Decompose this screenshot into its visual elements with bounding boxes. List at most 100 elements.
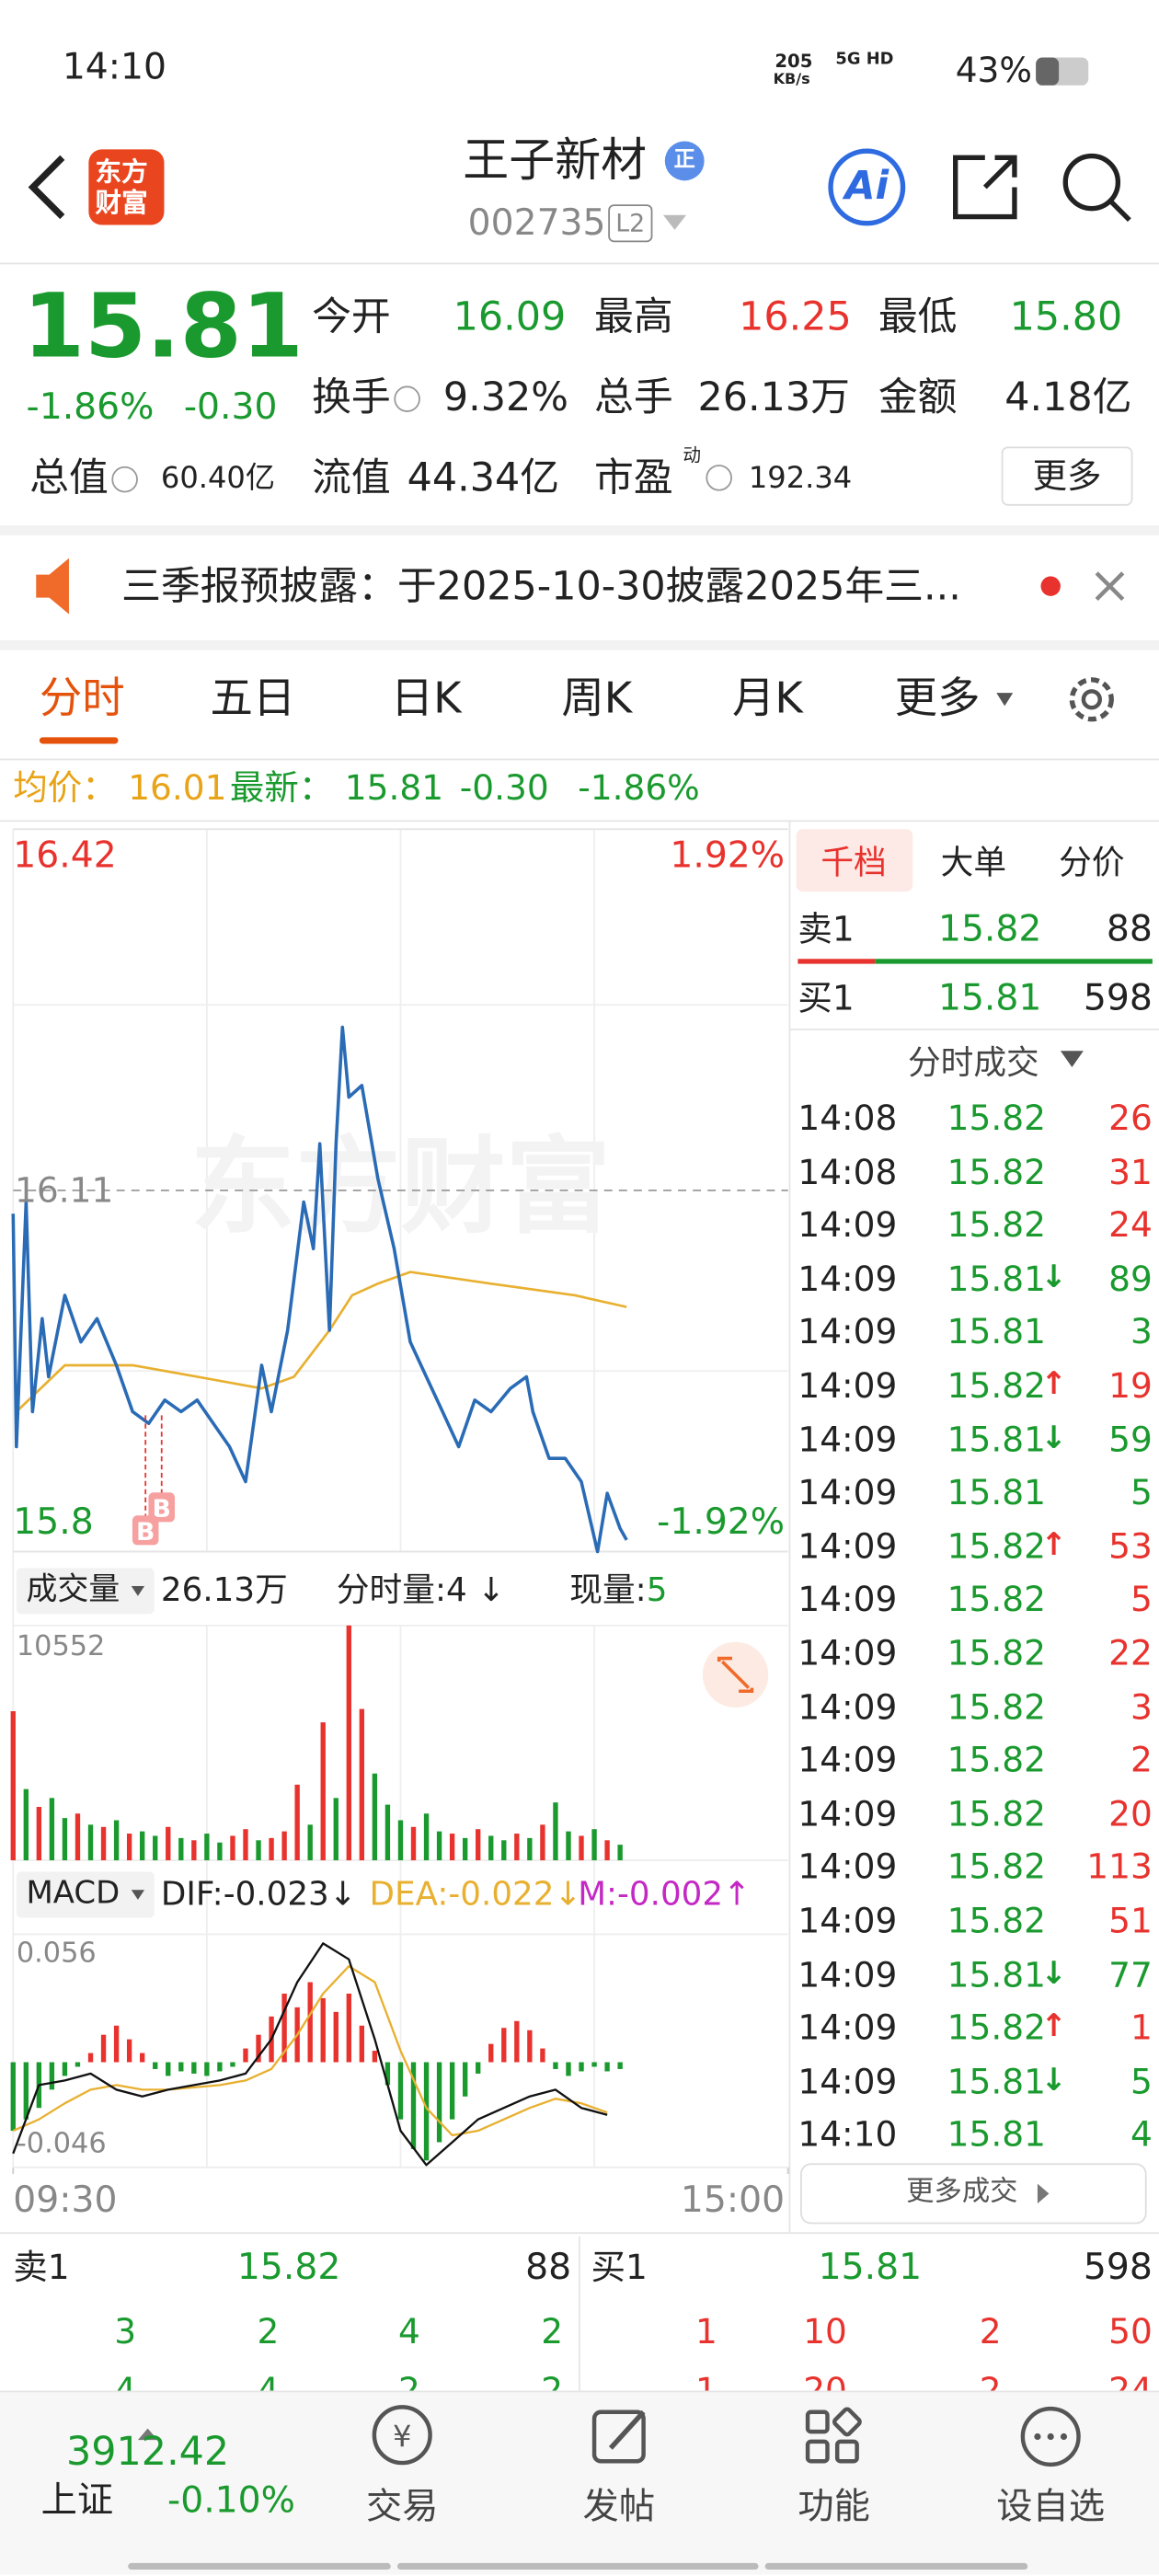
trade-price: 15.82: [947, 1794, 1046, 1834]
macd-bar: [553, 2062, 558, 2069]
macd-bar: [591, 2062, 597, 2067]
index-name[interactable]: 上证: [40, 2480, 114, 2523]
trade-time: 14:09: [798, 1526, 898, 1567]
tab[interactable]: 大单: [940, 842, 1007, 882]
y-tick-label: 15.8: [13, 1502, 94, 1544]
trade-price: 15.82: [947, 1365, 1046, 1406]
x-tick-label: 15:00: [680, 2180, 786, 2222]
trade-price: 15.82: [947, 1847, 1046, 1888]
nav-item[interactable]: 功能: [798, 2487, 870, 2529]
trade-price: 15.81: [947, 1954, 1046, 1995]
separator: [0, 525, 1159, 535]
volume-bar: [62, 1818, 68, 1861]
marker: [132, 1515, 159, 1546]
macd-bar: [166, 2062, 171, 2076]
value: 192.34: [748, 461, 853, 496]
trade-volume: 59: [1108, 1420, 1153, 1459]
volume-bar: [372, 1773, 378, 1861]
ai-text[interactable]: Ai: [844, 162, 889, 209]
selector-box[interactable]: [16, 1871, 155, 1918]
price: 15.81: [22, 274, 304, 378]
search-icon[interactable]: [1062, 153, 1121, 212]
trade-volume: 26: [1108, 1098, 1153, 1138]
tab[interactable]: 月K: [731, 674, 803, 725]
tab[interactable]: 分价: [1059, 842, 1125, 882]
macd-bar: [75, 2062, 81, 2067]
function-icon[interactable]: [805, 2409, 830, 2434]
notice-text[interactable]: 三季报预披露：于2025-10-30披露2025年三...: [121, 563, 961, 610]
macd-bar: [514, 2020, 520, 2063]
tab[interactable]: 千档: [820, 842, 887, 882]
post-icon[interactable]: [591, 2409, 646, 2464]
volume-bar: [10, 1711, 16, 1861]
more-trades[interactable]: 更多成交: [906, 2175, 1018, 2209]
more-button[interactable]: 更多: [1001, 446, 1133, 506]
avg: 16.01: [128, 768, 227, 809]
dropdown[interactable]: [663, 214, 687, 230]
value: 4.18亿: [1004, 374, 1132, 420]
more-button[interactable]: [800, 2163, 1147, 2225]
tab[interactable]: 更多: [894, 674, 981, 725]
info-icon[interactable]: [111, 466, 138, 493]
trades-title[interactable]: 分时成交: [907, 1042, 1039, 1083]
watchlist-icon[interactable]: [1020, 2406, 1081, 2467]
volume-bar: [23, 1788, 29, 1861]
dropdown[interactable]: [996, 693, 1014, 707]
dropdown[interactable]: [1060, 1051, 1084, 1068]
label: 卖1: [13, 2248, 70, 2288]
trade-arrow: ↓: [1040, 1259, 1067, 1295]
value: 5: [646, 1570, 668, 1610]
tab-highlight: [796, 829, 913, 892]
trade-arrow: ↑: [1040, 1365, 1067, 1403]
nav-item[interactable]: 发帖: [582, 2487, 656, 2529]
trade-volume: 77: [1108, 1954, 1153, 1995]
trade-time: 14:09: [798, 1847, 898, 1888]
prev-close-label: 16.11: [15, 1170, 114, 1211]
tab[interactable]: 周K: [561, 674, 633, 725]
volume: 88: [1106, 909, 1153, 951]
volume-bar: [294, 1784, 300, 1861]
tab[interactable]: 五日: [210, 674, 296, 725]
queue-volume: 2: [979, 2311, 1002, 2352]
trade-volume: 89: [1108, 1259, 1153, 1299]
label: 卖1: [798, 909, 855, 949]
trade-price: 15.82: [947, 1686, 1046, 1727]
nav-item[interactable]: 设自选: [996, 2487, 1106, 2529]
index-change[interactable]: -0.10%: [167, 2480, 295, 2523]
y-tick-label: 10552: [16, 1630, 106, 1663]
label: 市盈: [594, 454, 673, 501]
info-icon[interactable]: [394, 385, 420, 412]
trade-volume: 3: [1130, 1686, 1153, 1727]
bottom-nav: ¥ 3912.42 上证 -0.10% 交易 发帖 功能 设自选: [0, 2390, 1159, 2575]
tab[interactable]: 日K: [390, 674, 462, 725]
index-value[interactable]: 3912.42: [66, 2428, 230, 2475]
notice-dot: [1040, 576, 1061, 596]
back-icon[interactable]: [28, 155, 65, 220]
macd-bar: [100, 2034, 107, 2063]
close-icon[interactable]: [1095, 571, 1125, 601]
arrow: ↓: [554, 1873, 582, 1914]
share-icon[interactable]: [953, 155, 1017, 220]
tab[interactable]: 分时: [39, 674, 125, 725]
arrow: ↑: [723, 1873, 752, 1914]
trade-time: 14:08: [798, 1098, 898, 1138]
macd-bar: [476, 2062, 481, 2074]
settings-icon[interactable]: [1069, 677, 1114, 722]
trade-icon[interactable]: [372, 2405, 432, 2466]
volume-bar: [100, 1826, 107, 1861]
label-text: 总值: [29, 454, 109, 501]
volume-bar: [166, 1826, 171, 1861]
macd-label[interactable]: MACD: [26, 1875, 120, 1912]
macd-bar: [23, 2062, 29, 2120]
nav-item[interactable]: 交易: [365, 2487, 439, 2529]
volume-label[interactable]: 成交量: [26, 1570, 120, 1608]
info-icon[interactable]: [703, 463, 736, 490]
trade-price: 15.82: [947, 1526, 1046, 1567]
ai-icon[interactable]: [828, 148, 906, 226]
volume-bar: [449, 1834, 455, 1861]
trade-volume: 3: [1130, 1312, 1153, 1352]
change-pct: -1.86%: [26, 387, 155, 429]
selector-box[interactable]: [16, 1568, 155, 1615]
volume-total: 26.13万: [160, 1570, 288, 1610]
